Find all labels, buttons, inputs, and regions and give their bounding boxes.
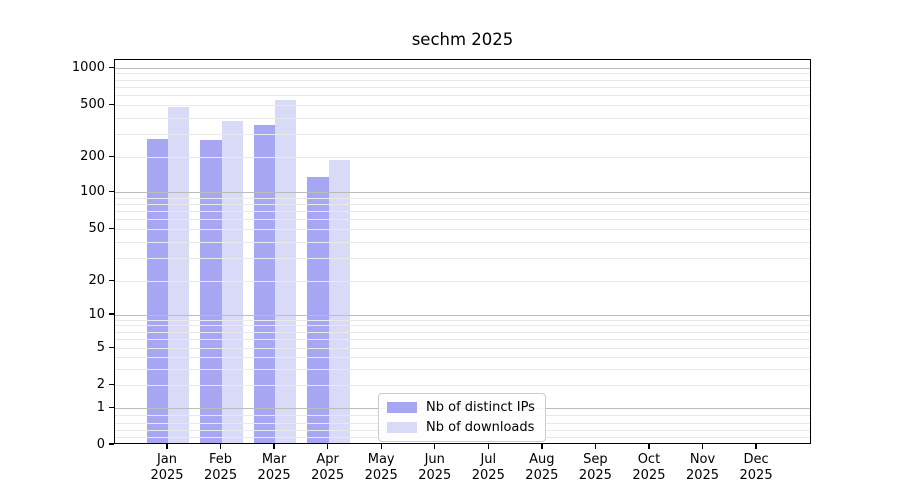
x-axis-tick-label: Sep 2025 [578, 452, 612, 483]
y-axis-tick-label: 1 [96, 400, 105, 416]
bar-nb-of-distinct-ips-feb-2025 [200, 139, 222, 443]
x-axis-tick-label: May 2025 [364, 452, 398, 483]
y-axis-tick [109, 347, 114, 349]
gridline-minor [115, 203, 810, 205]
x-axis-tick-label: Apr 2025 [311, 452, 345, 483]
x-axis-tick [434, 444, 436, 449]
x-axis-tick [273, 444, 275, 449]
bar-nb-of-downloads-jan-2025 [168, 106, 190, 443]
y-axis-tick-label: 20 [88, 273, 105, 289]
gridline-minor [115, 348, 810, 350]
gridline-minor [115, 368, 810, 370]
x-axis-tick [380, 444, 382, 449]
y-axis-tick [109, 103, 114, 105]
x-axis-tick [701, 444, 704, 449]
y-axis-tick-label: 1000 [71, 59, 105, 75]
legend: Nb of distinct IPs Nb of downloads [378, 393, 546, 442]
y-axis-tick [109, 227, 114, 229]
y-axis-tick-label: 2 [96, 377, 105, 392]
y-axis-tick [109, 407, 114, 409]
x-axis-tick-label: Jan 2025 [150, 452, 184, 483]
y-axis-tick-label: 0 [96, 436, 105, 452]
gridline-minor [115, 157, 810, 159]
legend-swatch-icon [387, 422, 417, 433]
gridline-minor [115, 104, 810, 106]
x-axis-tick [594, 444, 597, 449]
y-axis-tick-label: 5 [96, 340, 105, 356]
x-axis-tick-label: Mar 2025 [257, 452, 291, 483]
legend-item-nb-of-distinct-ips: Nb of distinct IPs [387, 400, 535, 415]
plot-area: Nb of distinct IPs Nb of downloads [114, 59, 811, 444]
x-axis-tick [648, 444, 650, 449]
legend-label: Nb of downloads [426, 420, 535, 435]
gridline-minor [115, 86, 810, 88]
gridline-minor [115, 219, 810, 221]
legend-item-nb-of-downloads: Nb of downloads [387, 420, 535, 435]
y-axis-tick [109, 313, 114, 315]
bar-nb-of-distinct-ips-apr-2025 [307, 177, 329, 443]
gridline-minor [115, 325, 810, 327]
gridline-minor [115, 73, 810, 75]
gridline-minor [115, 281, 810, 283]
y-axis-tick-label: 500 [80, 96, 105, 112]
gridline-minor [115, 319, 810, 321]
bar-nb-of-distinct-ips-jan-2025 [146, 138, 168, 443]
x-axis-tick [755, 444, 757, 449]
gridline-major [115, 192, 810, 194]
gridline-minor [115, 241, 810, 243]
x-axis-tick [326, 444, 329, 449]
y-axis-tick [109, 443, 114, 445]
x-axis-tick-label: Jul 2025 [471, 452, 505, 483]
gridline-minor [115, 134, 810, 135]
gridline-minor [115, 331, 810, 333]
x-axis-tick [166, 444, 168, 449]
y-axis-tick [109, 383, 114, 386]
y-axis-tick [109, 66, 114, 68]
bar-nb-of-downloads-mar-2025 [275, 99, 297, 443]
gridline-major [115, 314, 810, 316]
bar-nb-of-distinct-ips-mar-2025 [253, 125, 276, 443]
y-axis-tick-label: 100 [80, 184, 105, 200]
gridline-minor [115, 79, 810, 81]
gridline-minor [115, 95, 810, 97]
y-axis-tick-label: 50 [88, 220, 105, 236]
y-axis-tick-label: 10 [88, 306, 105, 322]
gridline-major [115, 67, 810, 69]
gridline-minor [115, 385, 810, 386]
x-axis-tick-label: Dec 2025 [739, 452, 773, 483]
gridline-minor [115, 339, 810, 341]
chart-title: sechm 2025 [411, 30, 514, 49]
y-axis-tick [109, 156, 114, 158]
x-axis-tick-label: Nov 2025 [685, 452, 720, 483]
x-axis-tick-label: Feb 2025 [204, 452, 238, 483]
gridline-minor [115, 211, 810, 213]
x-axis-tick [219, 444, 222, 449]
y-axis-tick [109, 280, 114, 282]
gridline-minor [115, 228, 810, 230]
x-axis-tick [541, 444, 543, 449]
y-axis-tick-label: 200 [80, 149, 105, 165]
gridline-minor [115, 357, 810, 359]
x-axis-tick-label: Aug 2025 [525, 452, 559, 483]
gridline-minor [115, 258, 810, 259]
gridline-minor [115, 117, 810, 119]
y-axis-tick [109, 191, 114, 193]
gridline-minor [115, 197, 810, 199]
bar-nb-of-downloads-apr-2025 [328, 159, 351, 443]
legend-swatch-icon [387, 402, 417, 413]
x-axis-tick-label: Jun 2025 [418, 452, 452, 483]
legend-label: Nb of distinct IPs [426, 400, 535, 415]
x-axis-tick [487, 444, 489, 449]
x-axis-tick-label: Oct 2025 [632, 452, 666, 483]
